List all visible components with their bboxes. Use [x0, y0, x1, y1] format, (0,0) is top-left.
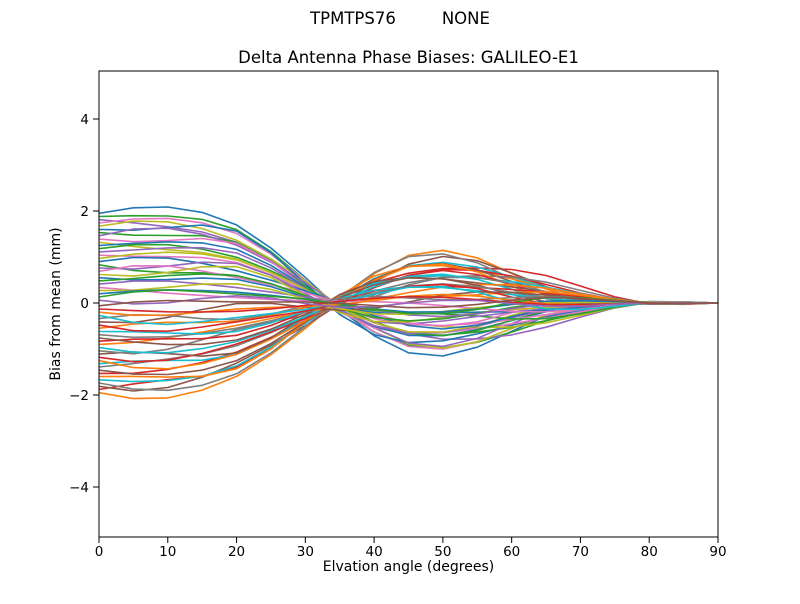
- axes-box: [98, 70, 719, 538]
- x-tick-label: 80: [641, 544, 658, 560]
- x-tick-label: 10: [159, 544, 176, 560]
- figure-suptitle: TPMTPS76 NONE: [0, 9, 800, 29]
- series-line: [99, 262, 718, 376]
- series-line: [99, 288, 718, 313]
- x-tick-label: 40: [366, 544, 383, 560]
- y-tick-label: 2: [80, 204, 89, 220]
- series-line: [99, 294, 718, 309]
- suptitle-left: TPMTPS76: [310, 9, 396, 28]
- x-tick-label: 90: [709, 544, 726, 560]
- y-tick-label: −2: [69, 388, 89, 404]
- y-axis-label: Bias from mean (mm): [48, 227, 64, 381]
- y-tick-label: 0: [80, 296, 89, 312]
- series-line: [99, 285, 718, 335]
- series-line: [99, 296, 718, 309]
- series-group: [99, 206, 718, 400]
- ticks-group: 0 10 20 30 40 50 60 70 80 90 −4 −2 0 2 4: [69, 112, 727, 560]
- x-tick-label: 0: [95, 544, 104, 560]
- y-tick-label: −4: [69, 480, 89, 496]
- y-tick-label: 4: [80, 112, 89, 128]
- x-tick-label: 20: [228, 544, 245, 560]
- x-tick-label: 60: [503, 544, 520, 560]
- axes-title: Delta Antenna Phase Biases: GALILEO-E1: [238, 48, 579, 67]
- suptitle-right: NONE: [441, 9, 490, 28]
- x-tick-label: 30: [297, 544, 314, 560]
- x-axis-label: Elvation angle (degrees): [322, 559, 495, 575]
- series-line: [99, 285, 718, 326]
- x-tick-label: 70: [572, 544, 589, 560]
- x-tick-label: 50: [434, 544, 451, 560]
